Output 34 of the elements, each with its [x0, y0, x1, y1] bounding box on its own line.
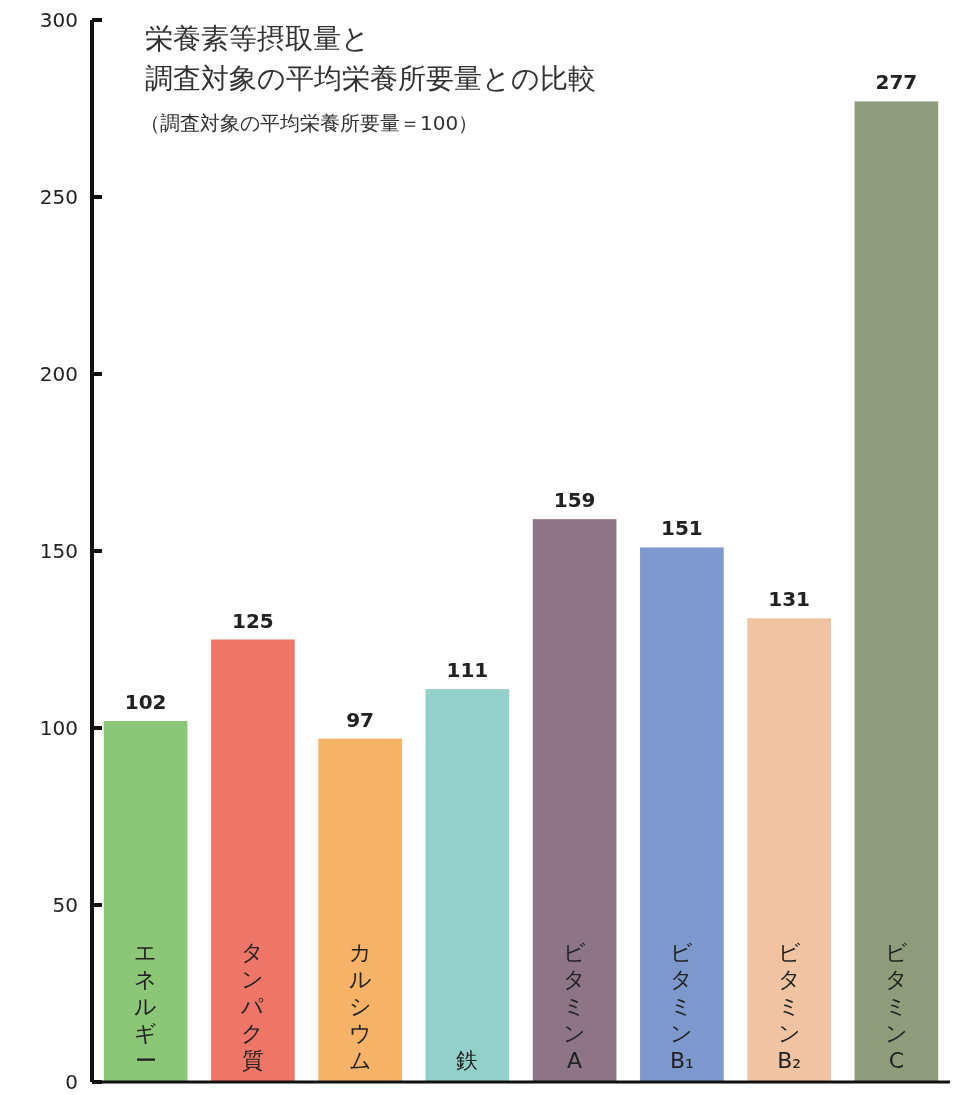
- annotation: （調査対象の平均栄養所要量＝100）: [140, 111, 479, 135]
- x-tick-label: ビタミンB₁: [669, 940, 694, 1073]
- bar: [854, 101, 939, 1082]
- bar: [425, 689, 510, 1082]
- x-tick-label: ビタミンC: [884, 940, 908, 1073]
- bar: [747, 618, 831, 1082]
- y-tick-label: 250: [39, 185, 78, 209]
- y-tick-label: 0: [65, 1070, 78, 1094]
- x-tick-label: タンパク質: [240, 940, 265, 1073]
- y-tick-label: 200: [39, 362, 78, 386]
- chart-title: 栄養素等摂取量と: [145, 22, 370, 55]
- y-tick-label: 50: [52, 893, 78, 917]
- bar: [532, 519, 617, 1082]
- data-label: 125: [232, 608, 274, 633]
- data-label: 131: [768, 587, 810, 612]
- data-label: 277: [875, 70, 918, 95]
- y-tick-label: 150: [39, 539, 78, 563]
- data-label: 151: [661, 516, 703, 541]
- bar: [640, 547, 724, 1082]
- y-tick-label: 100: [39, 716, 78, 740]
- bar: [103, 720, 188, 1082]
- data-label: 102: [124, 689, 167, 714]
- data-label: 97: [346, 707, 375, 732]
- data-label: 159: [553, 488, 596, 513]
- bar: [211, 639, 295, 1082]
- x-tick-label: 鉄: [456, 1048, 479, 1073]
- text: 調査対象の平均栄養所要量との比較: [145, 62, 596, 95]
- x-tick-label: エネルギー: [134, 940, 158, 1073]
- y-tick-label: 300: [39, 8, 78, 32]
- x-tick-label: ビタミンA: [563, 940, 587, 1073]
- x-tick-label: ビタミンB₂: [777, 940, 802, 1073]
- data-label: 111: [446, 658, 489, 683]
- bar: [318, 738, 402, 1082]
- x-tick-label: カルシウム: [348, 940, 372, 1073]
